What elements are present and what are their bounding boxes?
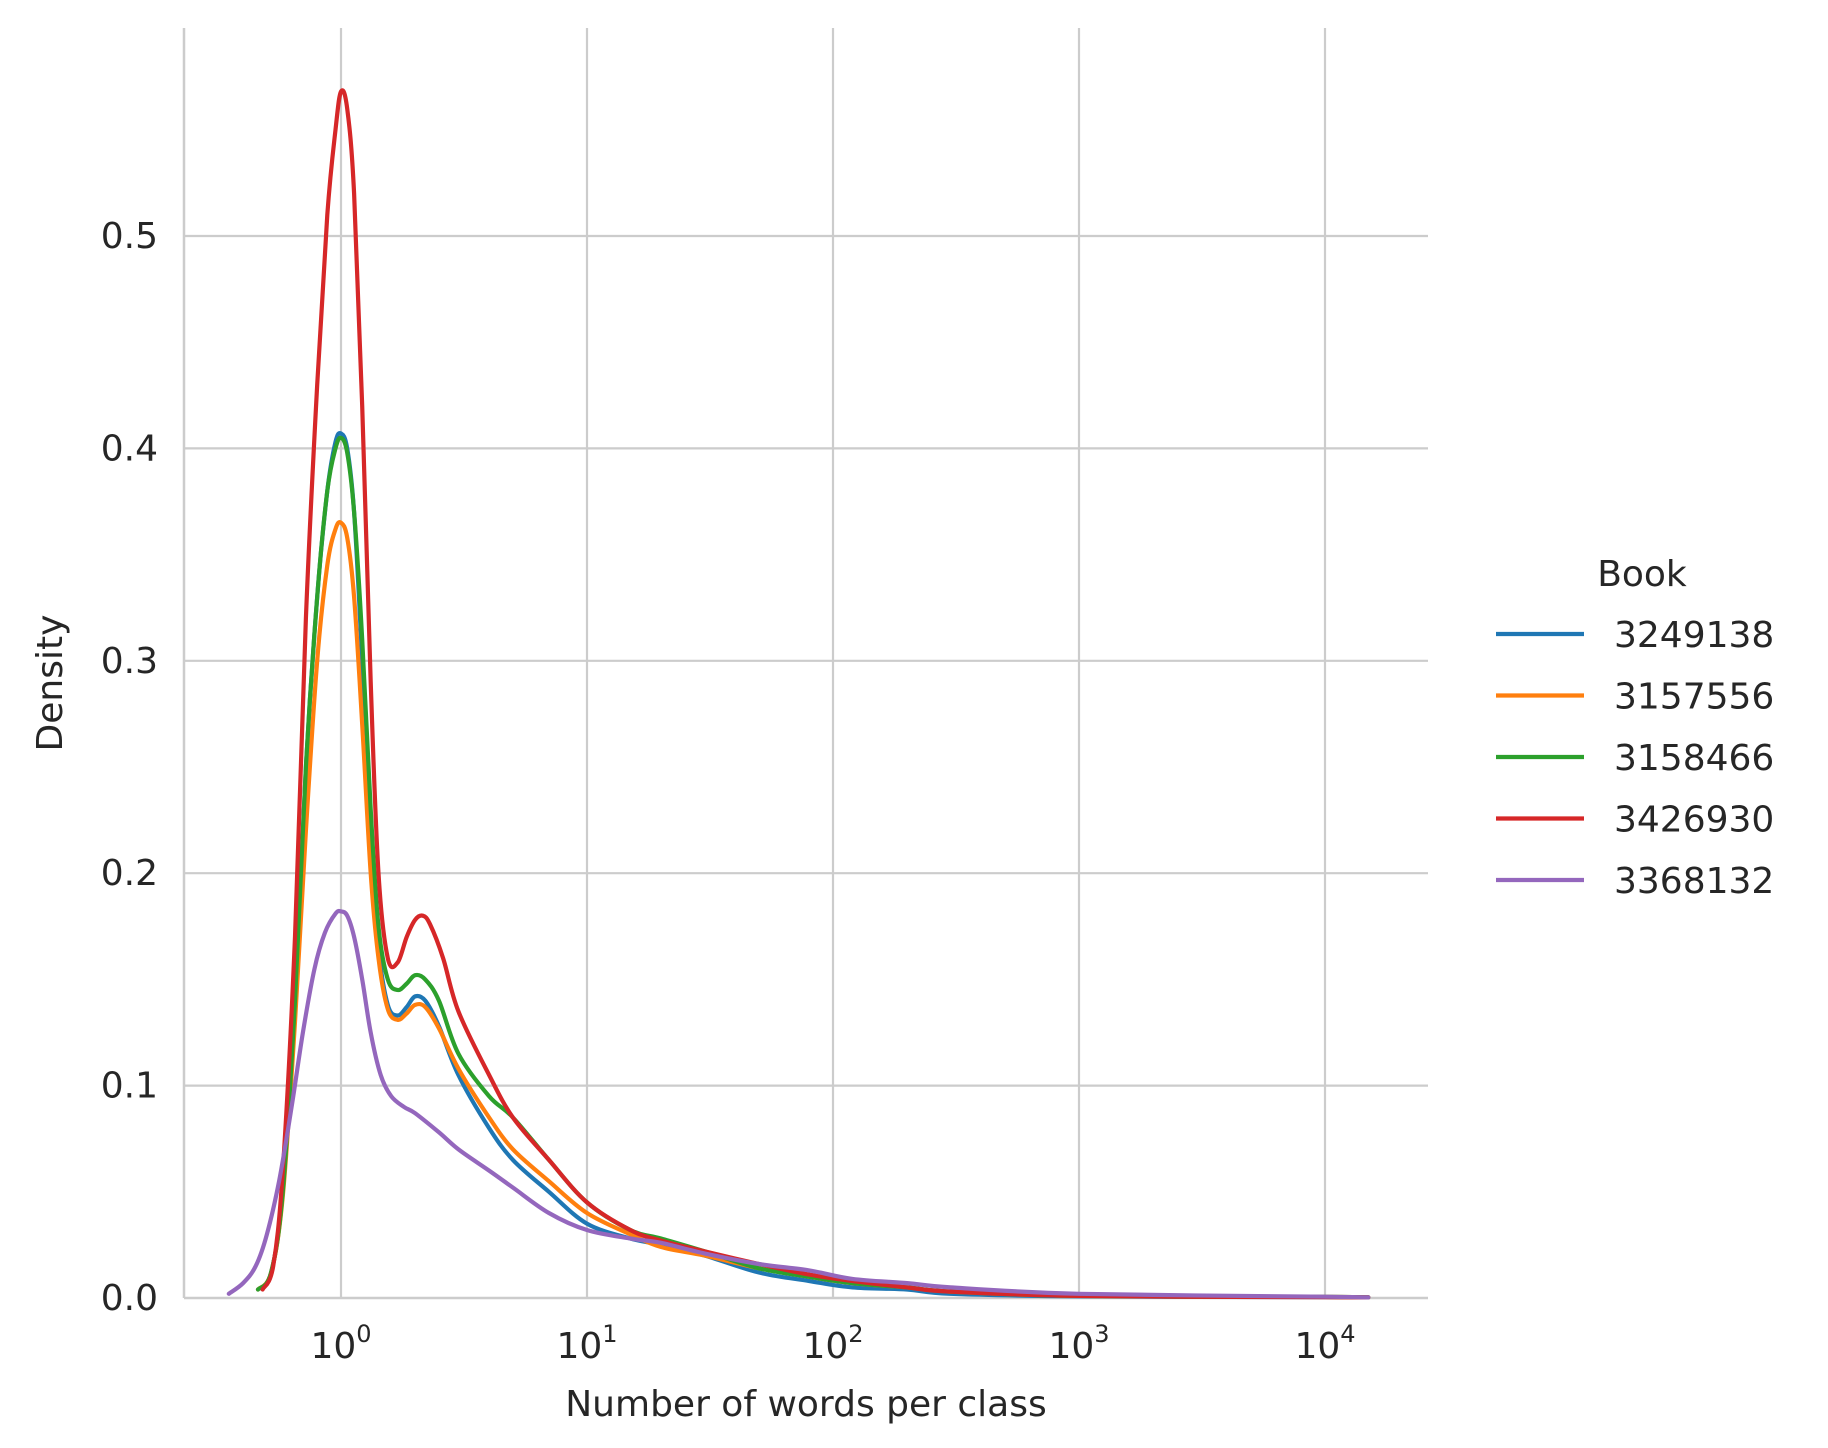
legend-label-3157556: 3157556 [1614, 677, 1774, 718]
x-tick-label-3: 103 [1048, 1320, 1109, 1367]
series-line-3158466 [255, 435, 1371, 1300]
series-line-3157556 [255, 520, 1371, 1300]
x-tick-label-0: 100 [310, 1320, 371, 1367]
grid-lines [184, 28, 1428, 1298]
x-tick-label-2: 102 [802, 1320, 863, 1367]
series-line-3368132 [226, 908, 1371, 1300]
series-lines [226, 88, 1371, 1300]
y-tick-label-5: 0.5 [101, 216, 158, 257]
x-axis-label: Number of words per class [565, 1384, 1047, 1425]
y-tick-label-3: 0.3 [101, 641, 158, 682]
legend-title: Book [1597, 554, 1687, 595]
y-tick-label-1: 0.1 [101, 1066, 158, 1107]
y-axis-label: Density [30, 615, 71, 752]
legend-label-3158466: 3158466 [1614, 738, 1774, 779]
y-tick-labels: 0.0 0.1 0.2 0.3 0.4 0.5 [101, 216, 158, 1319]
legend: Book 3249138 3157556 3158466 3426930 3368132 [1496, 554, 1774, 902]
x-tick-label-1: 101 [556, 1320, 617, 1367]
legend-label-3249138: 3249138 [1614, 615, 1774, 656]
y-tick-label-2: 0.2 [101, 853, 158, 894]
series-line-3249138 [255, 431, 1371, 1300]
y-tick-label-0: 0.0 [101, 1278, 158, 1319]
legend-label-3368132: 3368132 [1614, 861, 1774, 902]
y-tick-label-4: 0.4 [101, 428, 158, 469]
x-tick-labels: 100 101 102 103 104 [310, 1320, 1355, 1367]
legend-label-3426930: 3426930 [1614, 800, 1774, 841]
series-line-3426930 [260, 88, 1371, 1300]
x-tick-label-4: 104 [1294, 1320, 1355, 1367]
